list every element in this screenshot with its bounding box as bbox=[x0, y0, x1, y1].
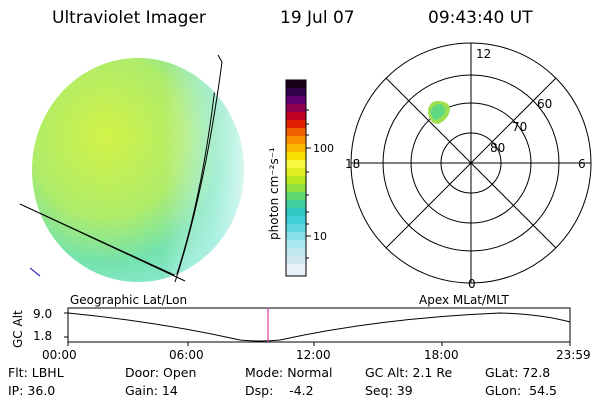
latitude-line bbox=[19, 203, 186, 282]
timeline-y-axis-label: GC Alt bbox=[11, 310, 25, 348]
timeline-right-label: Apex MLat/MLT bbox=[419, 293, 509, 307]
earth-disk bbox=[32, 58, 244, 282]
timeline-left-label: Geographic Lat/Lon bbox=[70, 293, 187, 307]
polar-mlt-plot bbox=[350, 42, 592, 284]
mode-info: Mode: Normal bbox=[245, 365, 333, 380]
instrument-title: Ultraviolet Imager bbox=[52, 8, 206, 28]
time-label: 09:43:40 UT bbox=[428, 8, 533, 28]
filter-info: Flt: LBHL bbox=[8, 365, 64, 380]
lat-label-80: 80 bbox=[490, 141, 505, 155]
meridian-line bbox=[174, 54, 223, 283]
mlt-label-18: 18 bbox=[345, 157, 360, 171]
lat-label-60: 60 bbox=[537, 97, 552, 111]
colorbar-unit-label: photon cm⁻²s⁻¹ bbox=[267, 147, 281, 240]
mlt-label-0: 0 bbox=[468, 277, 476, 291]
lat-label-70: 70 bbox=[512, 120, 527, 134]
y-tick-9: 9.0 bbox=[33, 307, 52, 321]
colorbar-tick-100: 100 bbox=[313, 142, 334, 155]
color-scale-bar: 100 10 photon cm⁻²s⁻¹ bbox=[267, 79, 334, 277]
colorbar-tick-10: 10 bbox=[313, 230, 327, 243]
gain-info: Gain: 14 bbox=[125, 383, 178, 398]
coast-fragment bbox=[29, 267, 41, 277]
altitude-timeline: Geographic Lat/Lon Apex MLat/MLT GC Alt … bbox=[11, 293, 591, 362]
ip-info: IP: 36.0 bbox=[8, 383, 56, 398]
date-label: 19 Jul 07 bbox=[280, 8, 355, 28]
seq-info: Seq: 39 bbox=[365, 383, 413, 398]
x-tick-18: 18:00 bbox=[424, 348, 459, 362]
x-tick-12: 12:00 bbox=[296, 348, 331, 362]
mlt-label-6: 6 bbox=[578, 157, 586, 171]
mlt-label-12: 12 bbox=[476, 47, 491, 61]
auroral-blob bbox=[428, 100, 450, 124]
glat-info: GLat: 72.8 bbox=[485, 365, 551, 380]
x-tick-2359: 23:59 bbox=[556, 348, 591, 362]
x-tick-06: 06:00 bbox=[169, 348, 204, 362]
dsp-info: Dsp: -4.2 bbox=[245, 383, 314, 398]
x-tick-00: 00:00 bbox=[42, 348, 77, 362]
door-info: Door: Open bbox=[125, 365, 197, 380]
gc-alt-info: GC Alt: 2.1 Re bbox=[365, 365, 453, 380]
glon-info: GLon: 54.5 bbox=[485, 383, 557, 398]
y-tick-1-8: 1.8 bbox=[33, 329, 52, 343]
